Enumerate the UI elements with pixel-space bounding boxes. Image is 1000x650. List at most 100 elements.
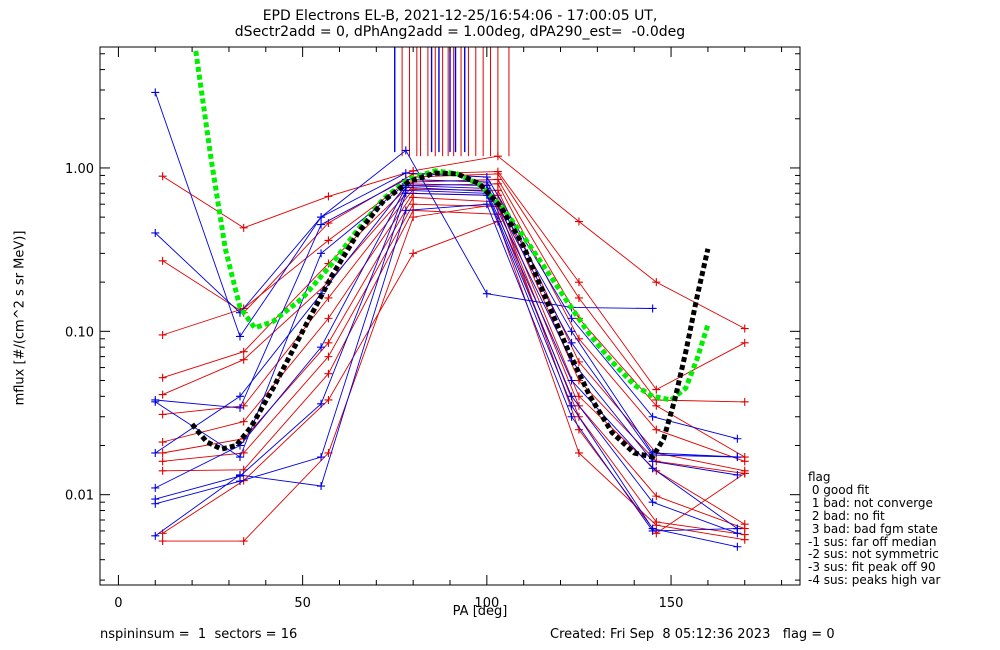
blue-point-marker: [567, 376, 576, 385]
blue-point-marker: [317, 343, 326, 352]
flag-legend: flag 0 good fit 1 bad: not converge 2 ba…: [808, 471, 940, 587]
blue-point-marker: [151, 499, 160, 508]
legend-item: 3 bad: bad fgm state: [808, 521, 938, 536]
blue-point-marker: [648, 498, 657, 507]
legend-item: 0 good fit: [808, 482, 870, 497]
blue-point-marker: [733, 453, 742, 462]
red-point-marker: [324, 338, 333, 347]
blue-series-line: [155, 203, 738, 537]
red-point-marker: [740, 535, 749, 544]
blue-point-marker: [151, 531, 160, 540]
red-point-marker: [239, 417, 248, 426]
blue-point-marker: [482, 289, 491, 298]
blue-point-marker: [151, 228, 160, 237]
red-point-marker: [158, 457, 167, 466]
red-point-marker: [740, 324, 749, 333]
red-point-marker: [324, 395, 333, 404]
x-tick-label: 50: [294, 596, 311, 611]
red-point-marker: [324, 192, 333, 201]
red-series-line: [162, 220, 745, 541]
red-point-marker: [574, 293, 583, 302]
legend-item: 1 bad: not converge: [808, 495, 933, 510]
blue-point-marker: [401, 206, 410, 215]
red-point-marker: [493, 152, 502, 161]
blue-point-marker: [236, 392, 244, 401]
x-tick-label: 100: [474, 596, 499, 611]
blue-point-marker: [567, 338, 576, 347]
blue-series-line: [154, 92, 653, 338]
blue-point-marker: [733, 542, 742, 551]
blue-point-marker: [317, 249, 326, 258]
x-tick-label: 150: [659, 596, 684, 611]
red-point-marker: [158, 466, 167, 475]
red-point-marker: [239, 537, 248, 546]
red-point-marker: [158, 172, 167, 181]
red-point-marker: [409, 193, 418, 202]
blue-point-marker: [236, 332, 244, 341]
y-axis-label: mflux [#/(cm^2 s sr MeV)]: [12, 230, 28, 406]
red-point-marker: [740, 469, 749, 478]
blue-point-marker: [236, 453, 244, 462]
y-tick-label: 0.01: [65, 489, 94, 504]
red-series-line: [162, 203, 745, 530]
blue-point-marker: [482, 200, 491, 209]
red-point-marker: [158, 330, 167, 339]
red-point-marker: [324, 314, 333, 323]
blue-point-marker: [648, 526, 657, 535]
red-point-marker: [652, 401, 661, 410]
y-tick-label: 1.00: [65, 162, 94, 177]
blue-point-marker: [236, 403, 244, 412]
footer-right-info: Created: Fri Sep 8 05:12:36 2023 flag = …: [550, 627, 835, 642]
red-point-marker: [158, 537, 167, 546]
blue-point-marker: [317, 213, 326, 222]
blue-series-line: [155, 185, 738, 476]
blue-point-marker: [567, 327, 576, 336]
blue-series-line: [155, 179, 738, 458]
red-point-marker: [574, 278, 583, 287]
blue-series-line: [155, 183, 738, 458]
blue-point-marker: [151, 448, 160, 457]
blue-point-marker: [733, 434, 742, 443]
red-point-marker: [239, 448, 248, 457]
blue-series-line: [155, 186, 738, 529]
blue-point-marker: [567, 401, 576, 410]
red-point-marker: [158, 390, 167, 399]
red-point-marker: [652, 385, 661, 394]
red-point-marker: [652, 492, 661, 501]
red-series-line: [162, 209, 745, 536]
blue-point-marker: [151, 397, 160, 406]
blue-point-marker: [151, 483, 160, 492]
red-point-marker: [740, 397, 749, 406]
blue-point-marker: [648, 412, 657, 421]
red-point-marker: [652, 278, 661, 287]
x-axis-label: PA [deg]: [452, 604, 508, 619]
red-point-marker: [158, 448, 167, 457]
red-point-marker: [324, 352, 333, 361]
fit-curves-group: [190, 50, 711, 460]
red-point-marker: [239, 355, 248, 364]
red-point-marker: [574, 217, 583, 226]
blue-point-marker: [317, 482, 326, 491]
blue-point-marker: [401, 146, 410, 155]
legend-item: -3 sus: fit peak off 90: [808, 560, 936, 575]
red-point-marker: [652, 425, 661, 434]
red-point-marker: [239, 223, 248, 232]
red-point-marker: [740, 457, 749, 466]
blue-point-marker: [567, 314, 576, 323]
blue-point-marker: [648, 304, 657, 313]
red-point-marker: [574, 448, 583, 457]
red-point-marker: [158, 256, 167, 265]
y-tick-label: 0.10: [65, 325, 94, 340]
blue-point-marker: [317, 399, 326, 408]
legend-item: -2 sus: not symmetric: [808, 547, 939, 562]
blue-series-line: [155, 189, 738, 534]
red-point-marker: [239, 347, 248, 356]
red-point-marker: [652, 521, 661, 530]
axes-group: 0 50 100 150 0.01 0.10 1.00: [65, 47, 800, 611]
blue-point-marker: [401, 189, 410, 198]
red-point-marker: [158, 373, 167, 382]
red-series-line: [162, 173, 745, 403]
footer-left-info: nspininsum = 1 sectors = 16: [100, 627, 298, 642]
red-point-marker: [324, 236, 333, 245]
